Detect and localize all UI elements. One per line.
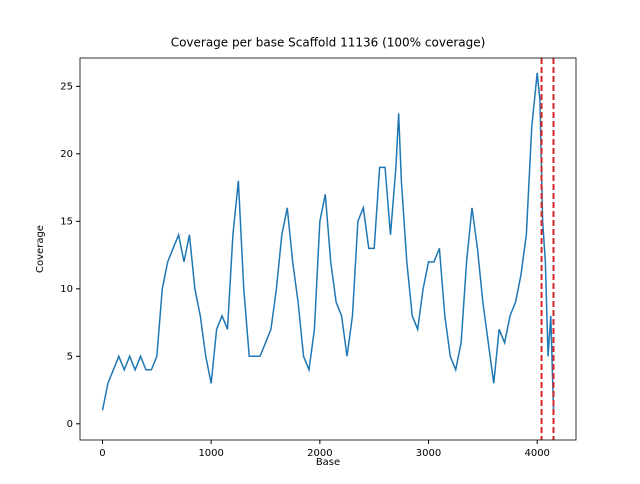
y-tick-label: 5 bbox=[67, 351, 73, 362]
y-tick-label: 0 bbox=[67, 419, 73, 430]
x-tick-label: 2000 bbox=[307, 448, 332, 459]
y-tick-label: 15 bbox=[60, 216, 73, 227]
chart-title: Coverage per base Scaffold 11136 (100% c… bbox=[171, 36, 486, 50]
x-tick-label: 3000 bbox=[416, 448, 441, 459]
x-tick-label: 4000 bbox=[524, 448, 549, 459]
data-line bbox=[101, 72, 555, 411]
plot-frame bbox=[79, 57, 577, 441]
x-tick-label: 0 bbox=[99, 448, 105, 459]
y-tick-label: 25 bbox=[60, 81, 73, 92]
x-axis-label: Base bbox=[316, 457, 340, 468]
y-tick-label: 10 bbox=[60, 284, 73, 295]
y-tick-label: 20 bbox=[60, 149, 73, 160]
y-axis-label: Coverage bbox=[35, 225, 46, 273]
x-tick-label: 1000 bbox=[198, 448, 223, 459]
